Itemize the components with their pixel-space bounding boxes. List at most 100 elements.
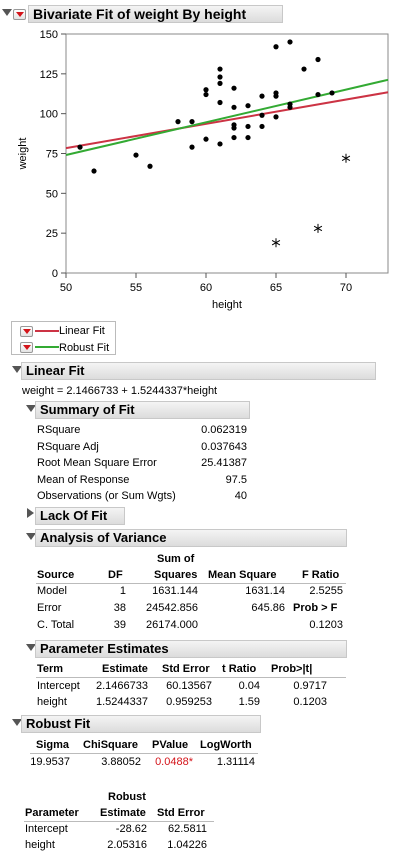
data-point [217,141,223,147]
robust-params-estimate: -28.62 [115,823,147,835]
red-triangle-menu-icon[interactable] [13,9,26,20]
outlier-point [313,223,323,233]
data-point [231,85,237,91]
params-stderr: 0.959253 [166,696,212,708]
data-point [203,136,209,142]
robust-params-estimate: 2.05316 [107,839,147,851]
anova-ms: 645.86 [251,602,285,614]
summary-collapse-icon[interactable] [26,405,36,412]
data-point [217,74,223,80]
x-tick-label: 65 [270,282,282,294]
data-point [259,93,265,99]
robust-fit-menu-icon[interactable] [20,342,33,353]
anova-col-source: Source [37,569,75,581]
linear-fit-swatch [35,330,59,332]
robust-fit-legend-label[interactable]: Robust Fit [59,342,110,354]
linear-fit-collapse-icon[interactable] [12,366,22,373]
bivariate-plot: 50 55 60 65 70 0 25 50 75 100 125 150 height weight [17,29,389,311]
robust-params-stderr: 1.04226 [167,839,207,851]
robust-params-parameter: Intercept [25,823,68,835]
anova-ms: 1631.14 [245,585,285,597]
x-tick-label: 70 [340,282,352,294]
anova-ss: 24542.856 [146,602,198,614]
robust-params-parameter: height [25,839,55,851]
summary-value: 0.037643 [201,440,247,453]
summary-label: RSquare Adj [37,440,99,453]
robust-fit-collapse-icon[interactable] [12,719,22,726]
robust-params-col-stderr: Std Error [157,807,205,819]
robust-params-col-estimate: Estimate [100,807,146,819]
data-point [245,103,251,109]
anova-collapse-icon[interactable] [26,533,36,540]
data-point [203,87,209,93]
y-axis-label: weight [17,138,29,171]
robust-fit-header[interactable]: Robust Fit [21,715,261,733]
anova-prob-f-label: Prob > F [293,602,338,614]
params-stderr: 60.13567 [166,680,212,692]
data-point [259,112,265,118]
params-col-stderr: Std Error [162,663,210,675]
params-t: 1.59 [238,696,260,708]
robust-chisquare: 3.88052 [101,756,141,768]
summary-label: Mean of Response [37,473,130,486]
data-point [315,91,321,98]
data-point [245,134,251,141]
summary-value: 97.5 [225,473,247,486]
anova-col-f-ratio: F Ratio [302,569,340,581]
data-point [91,168,97,174]
summary-value: 0.062319 [201,424,247,436]
robust-col-logworth: LogWorth [200,739,252,751]
data-point [189,144,195,150]
fit-line [65,91,389,150]
collapse-triangle-icon[interactable] [2,9,12,16]
robust-col-sigma: Sigma [36,739,70,751]
data-point [217,99,223,106]
linear-fit-legend-label[interactable]: Linear Fit [59,325,105,337]
anova-ss: 26174.000 [146,619,198,631]
data-point [217,80,223,86]
anova-header[interactable]: Analysis of Variance [35,529,347,547]
data-point [217,66,223,72]
data-point [203,91,209,98]
anova-col-mean-square: Mean Square [208,569,277,581]
linear-fit-equation: weight = 2.1466733 + 1.5244337*height [22,385,218,397]
linear-fit-menu-icon[interactable] [20,326,33,337]
anova-header-rule [36,583,346,584]
report-title[interactable]: Bivariate Fit of weight By height [28,5,283,23]
anova-col-squares: Squares [154,569,198,581]
anova-col-sum-of: Sum of [157,553,195,565]
data-point [147,163,153,169]
lack-of-fit-header[interactable]: Lack Of Fit [35,507,125,525]
anova-ss: 1631.144 [152,585,198,597]
plot-frame [65,33,389,274]
params-header-rule [36,677,346,678]
robust-sigma: 19.9537 [30,756,70,768]
linear-fit-header[interactable]: Linear Fit [21,362,376,380]
summary-value: 40 [234,490,247,502]
y-tick-label: 150 [40,29,58,41]
anova-df: 1 [119,585,126,597]
robust-fit-swatch [35,346,59,348]
parameter-estimates-header[interactable]: Parameter Estimates [35,640,347,658]
summary-label: RSquare [37,424,81,436]
anova-df: 38 [113,602,126,614]
y-tick-label: 0 [52,268,58,280]
summary-of-fit-header[interactable]: Summary of Fit [35,401,250,419]
robust-params-col-top: Robust [108,791,146,803]
outlier-point [271,238,281,248]
data-point [231,122,237,128]
y-tick-label: 25 [46,228,58,240]
legend [11,321,116,355]
params-col-prob: Prob>|t| [271,663,313,675]
summary-label: Observations (or Sum Wgts) [37,490,176,502]
data-point [315,56,321,63]
data-point [273,114,279,120]
params-collapse-icon[interactable] [26,644,36,651]
anova-prob-f-value: 0.1203 [309,619,343,631]
robust-params-stderr: 62.5811 [168,823,207,835]
lack-of-fit-expand-icon[interactable] [27,508,34,518]
params-p: 0.9717 [293,680,327,692]
data-point [231,104,237,110]
robust-params-col-parameter: Parameter [25,807,79,819]
data-point [287,39,293,45]
